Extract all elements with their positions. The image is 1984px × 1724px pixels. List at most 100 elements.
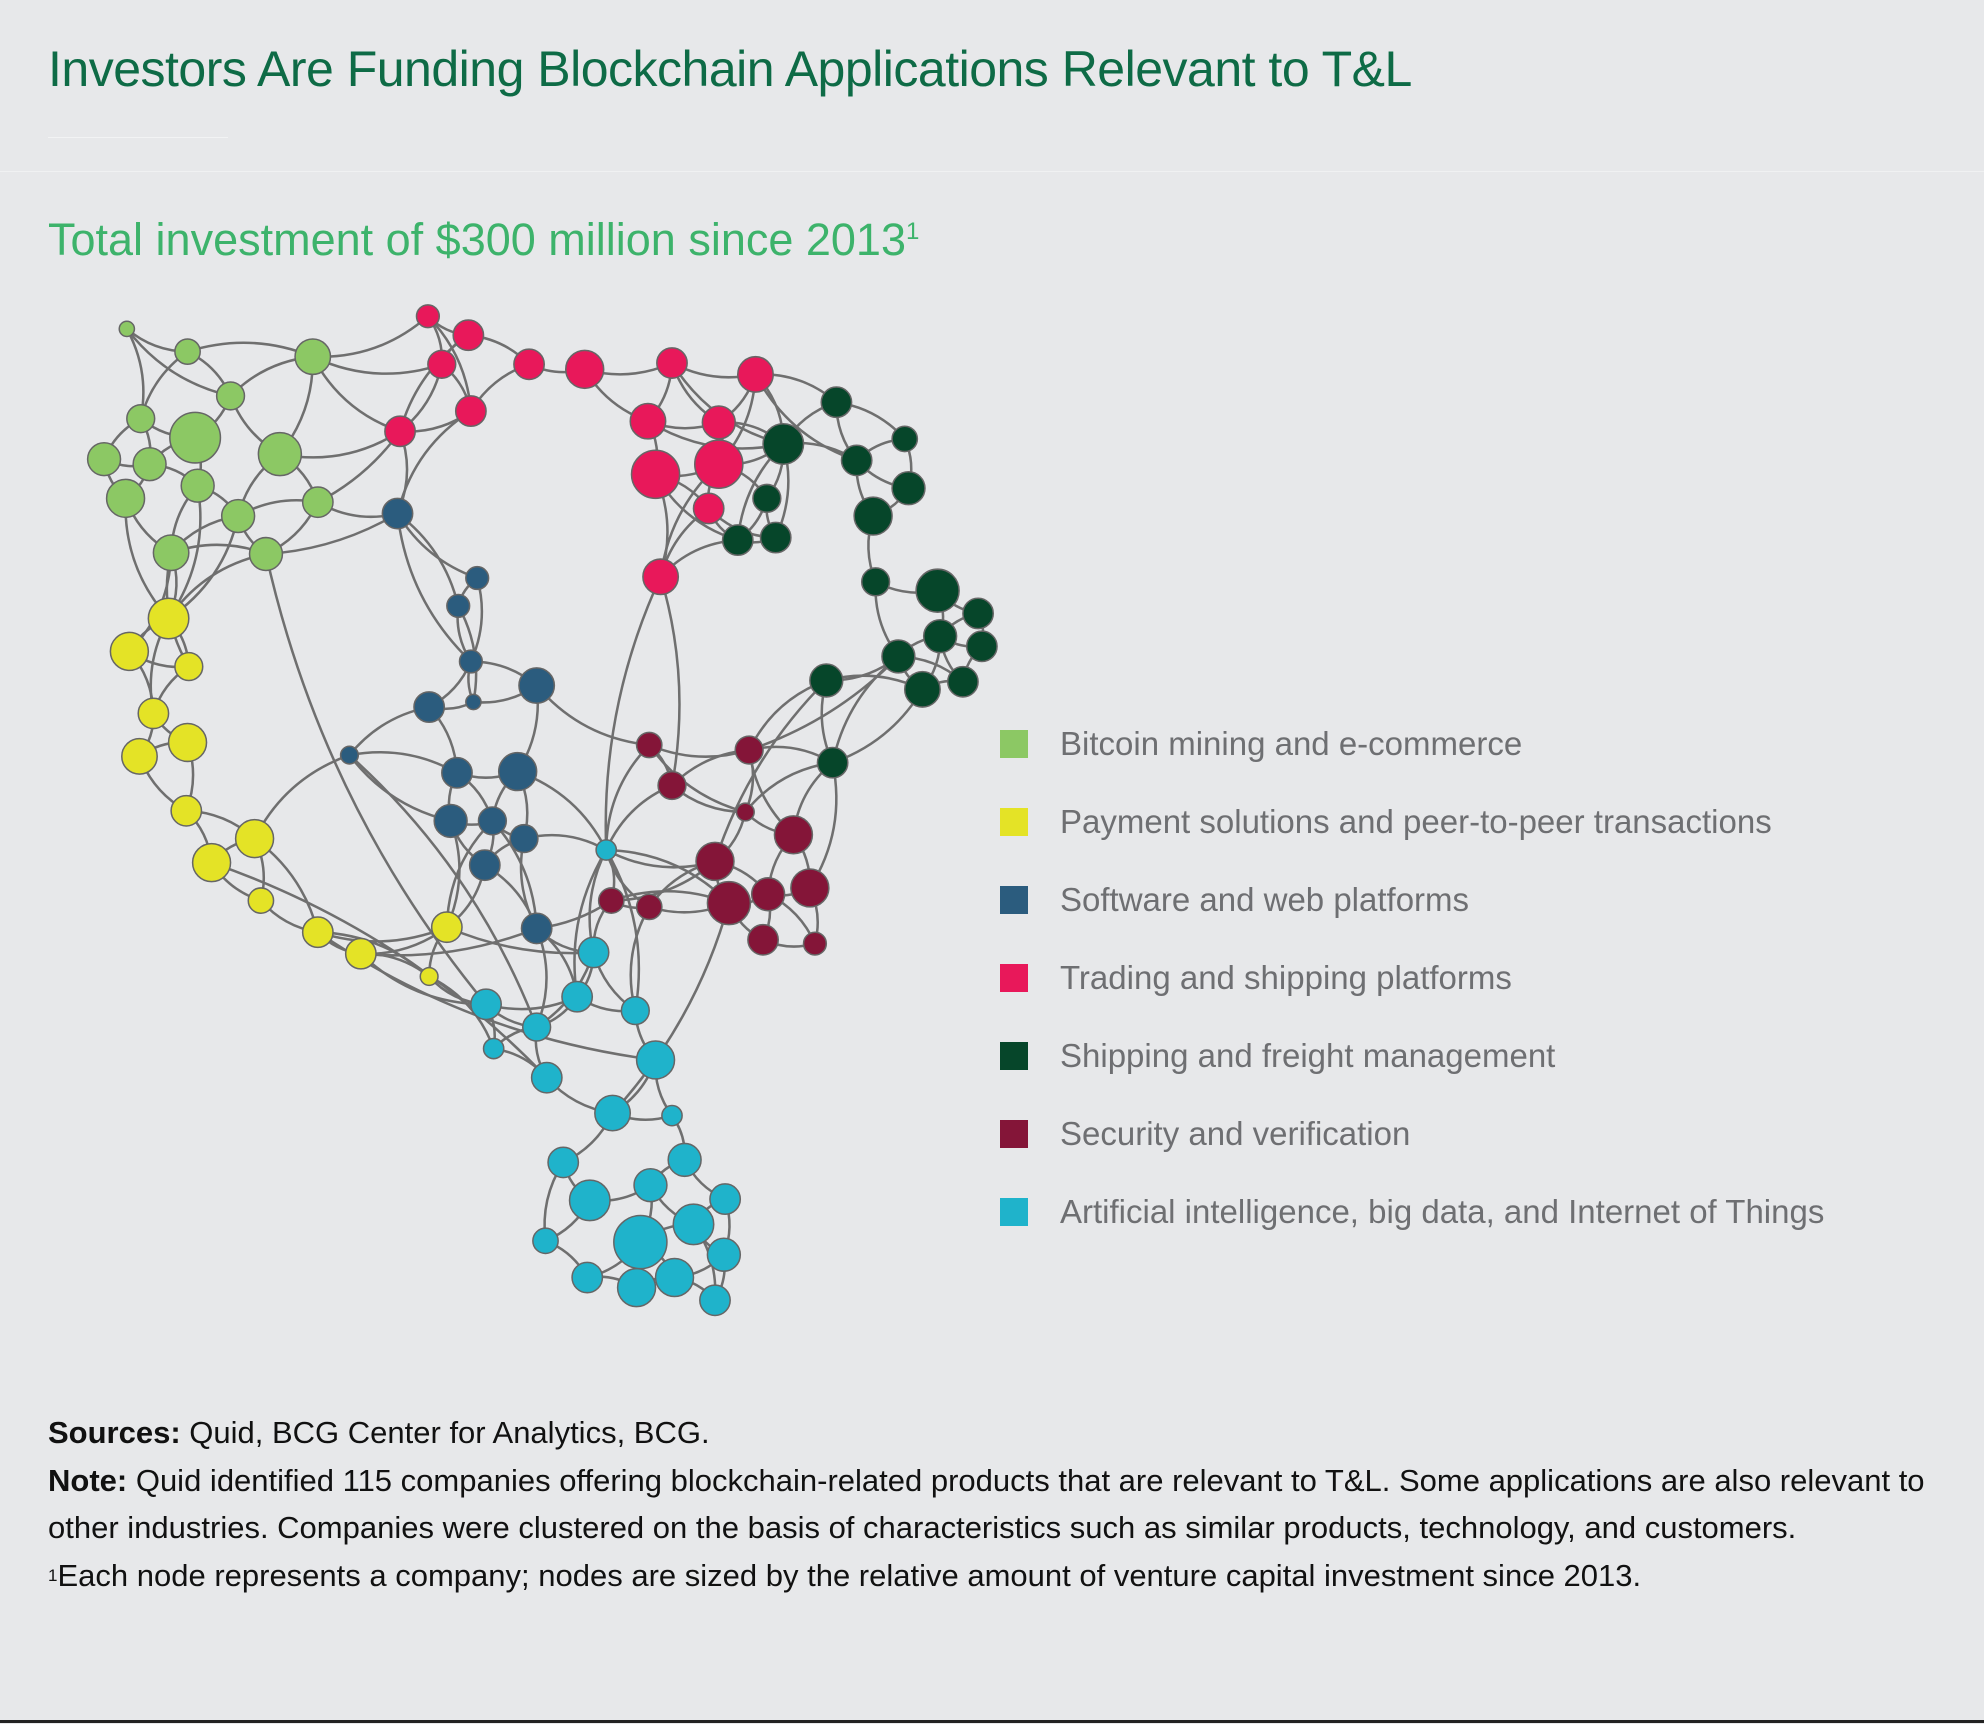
company-node — [301, 486, 334, 519]
company-node — [709, 1183, 742, 1216]
company-node — [695, 841, 735, 882]
company-node — [661, 1104, 683, 1127]
company-node — [752, 483, 782, 514]
legend-item: Trading and shipping platforms — [1000, 939, 1824, 1017]
network-edge — [265, 512, 399, 556]
network-edge — [396, 513, 472, 663]
company-node — [881, 639, 916, 674]
legend-label: Payment solutions and peer-to-peer trans… — [1060, 803, 1772, 840]
company-node — [465, 693, 482, 711]
company-node — [571, 1261, 604, 1294]
company-node — [415, 304, 441, 329]
network-edge — [659, 576, 681, 786]
network-edge — [348, 754, 538, 1028]
company-node — [616, 1267, 657, 1308]
company-node — [105, 478, 146, 519]
company-node — [384, 415, 416, 448]
company-node — [594, 1094, 632, 1132]
legend-item: Bitcoin mining and e-commerce — [1000, 705, 1824, 783]
company-node — [633, 1167, 668, 1203]
company-node — [381, 497, 414, 530]
company-node — [773, 815, 814, 855]
company-node — [706, 880, 752, 926]
network-edge — [604, 576, 662, 851]
network-edge — [469, 577, 484, 663]
company-node — [170, 794, 203, 827]
company-node — [816, 746, 849, 779]
footnote-line: 1Each node represents a company; nodes a… — [48, 1552, 1928, 1600]
company-node — [965, 630, 998, 663]
note-label: Note: — [48, 1462, 128, 1498]
company-node — [468, 849, 501, 882]
company-node — [613, 1214, 668, 1270]
network-edge — [604, 744, 651, 850]
legend-swatch — [1000, 1120, 1028, 1148]
footnote-text: Each node represents a company; nodes ar… — [57, 1557, 1642, 1593]
network-edge — [312, 355, 443, 375]
company-node — [699, 1284, 731, 1317]
company-node — [167, 722, 208, 763]
company-node — [747, 923, 779, 956]
nodes — [86, 304, 998, 1317]
company-node — [419, 966, 439, 987]
company-node — [922, 619, 958, 654]
company-node — [809, 663, 844, 698]
network-edge — [211, 861, 548, 1079]
company-node — [903, 670, 941, 708]
sources-label: Sources: — [48, 1415, 181, 1450]
company-node — [701, 405, 736, 440]
company-node — [477, 806, 508, 836]
network-edge — [748, 655, 900, 752]
company-node — [247, 887, 275, 914]
company-node — [294, 338, 332, 376]
company-node — [433, 803, 468, 839]
company-node — [891, 425, 919, 453]
company-node — [629, 402, 667, 440]
company-node — [635, 731, 663, 759]
company-node — [132, 447, 167, 482]
company-node — [509, 823, 539, 854]
company-node — [692, 492, 725, 525]
company-node — [635, 1040, 676, 1080]
company-node — [339, 745, 360, 765]
company-node — [737, 355, 774, 393]
company-node — [121, 737, 158, 775]
divider — [48, 137, 228, 138]
sources-line: Sources: Quid, BCG Center for Analytics,… — [48, 1409, 1928, 1457]
company-node — [520, 912, 553, 945]
company-node — [413, 691, 446, 723]
company-node — [521, 1012, 552, 1042]
network-edge — [535, 684, 650, 747]
company-node — [248, 536, 284, 572]
legend-item: Security and verification — [1000, 1095, 1824, 1173]
company-node — [465, 565, 490, 591]
company-node — [962, 597, 995, 630]
network-edge — [360, 927, 538, 957]
company-node — [441, 756, 473, 789]
company-node — [458, 649, 484, 674]
company-node — [597, 887, 625, 914]
company-node — [734, 735, 764, 765]
legend-label: Software and web platforms — [1060, 881, 1470, 918]
company-node — [513, 348, 545, 381]
company-node — [191, 842, 232, 883]
company-node — [532, 1227, 559, 1255]
company-node — [126, 403, 156, 434]
legend-item: Artificial intelligence, big data, and I… — [1000, 1173, 1824, 1251]
legend-label: Security and verification — [1060, 1115, 1411, 1152]
company-node — [790, 868, 830, 908]
bottom-divider — [0, 1720, 1984, 1723]
company-node — [672, 1203, 715, 1246]
network-edge — [348, 754, 451, 823]
company-node — [454, 395, 487, 428]
network-edge — [446, 925, 594, 955]
company-node — [853, 496, 893, 536]
network-edge — [648, 743, 750, 758]
company-node — [180, 468, 215, 503]
company-node — [152, 534, 190, 572]
company-node — [497, 751, 538, 792]
company-node — [452, 319, 485, 352]
company-node — [234, 818, 275, 859]
sources-text: Quid, BCG Center for Analytics, BCG. — [180, 1415, 710, 1450]
